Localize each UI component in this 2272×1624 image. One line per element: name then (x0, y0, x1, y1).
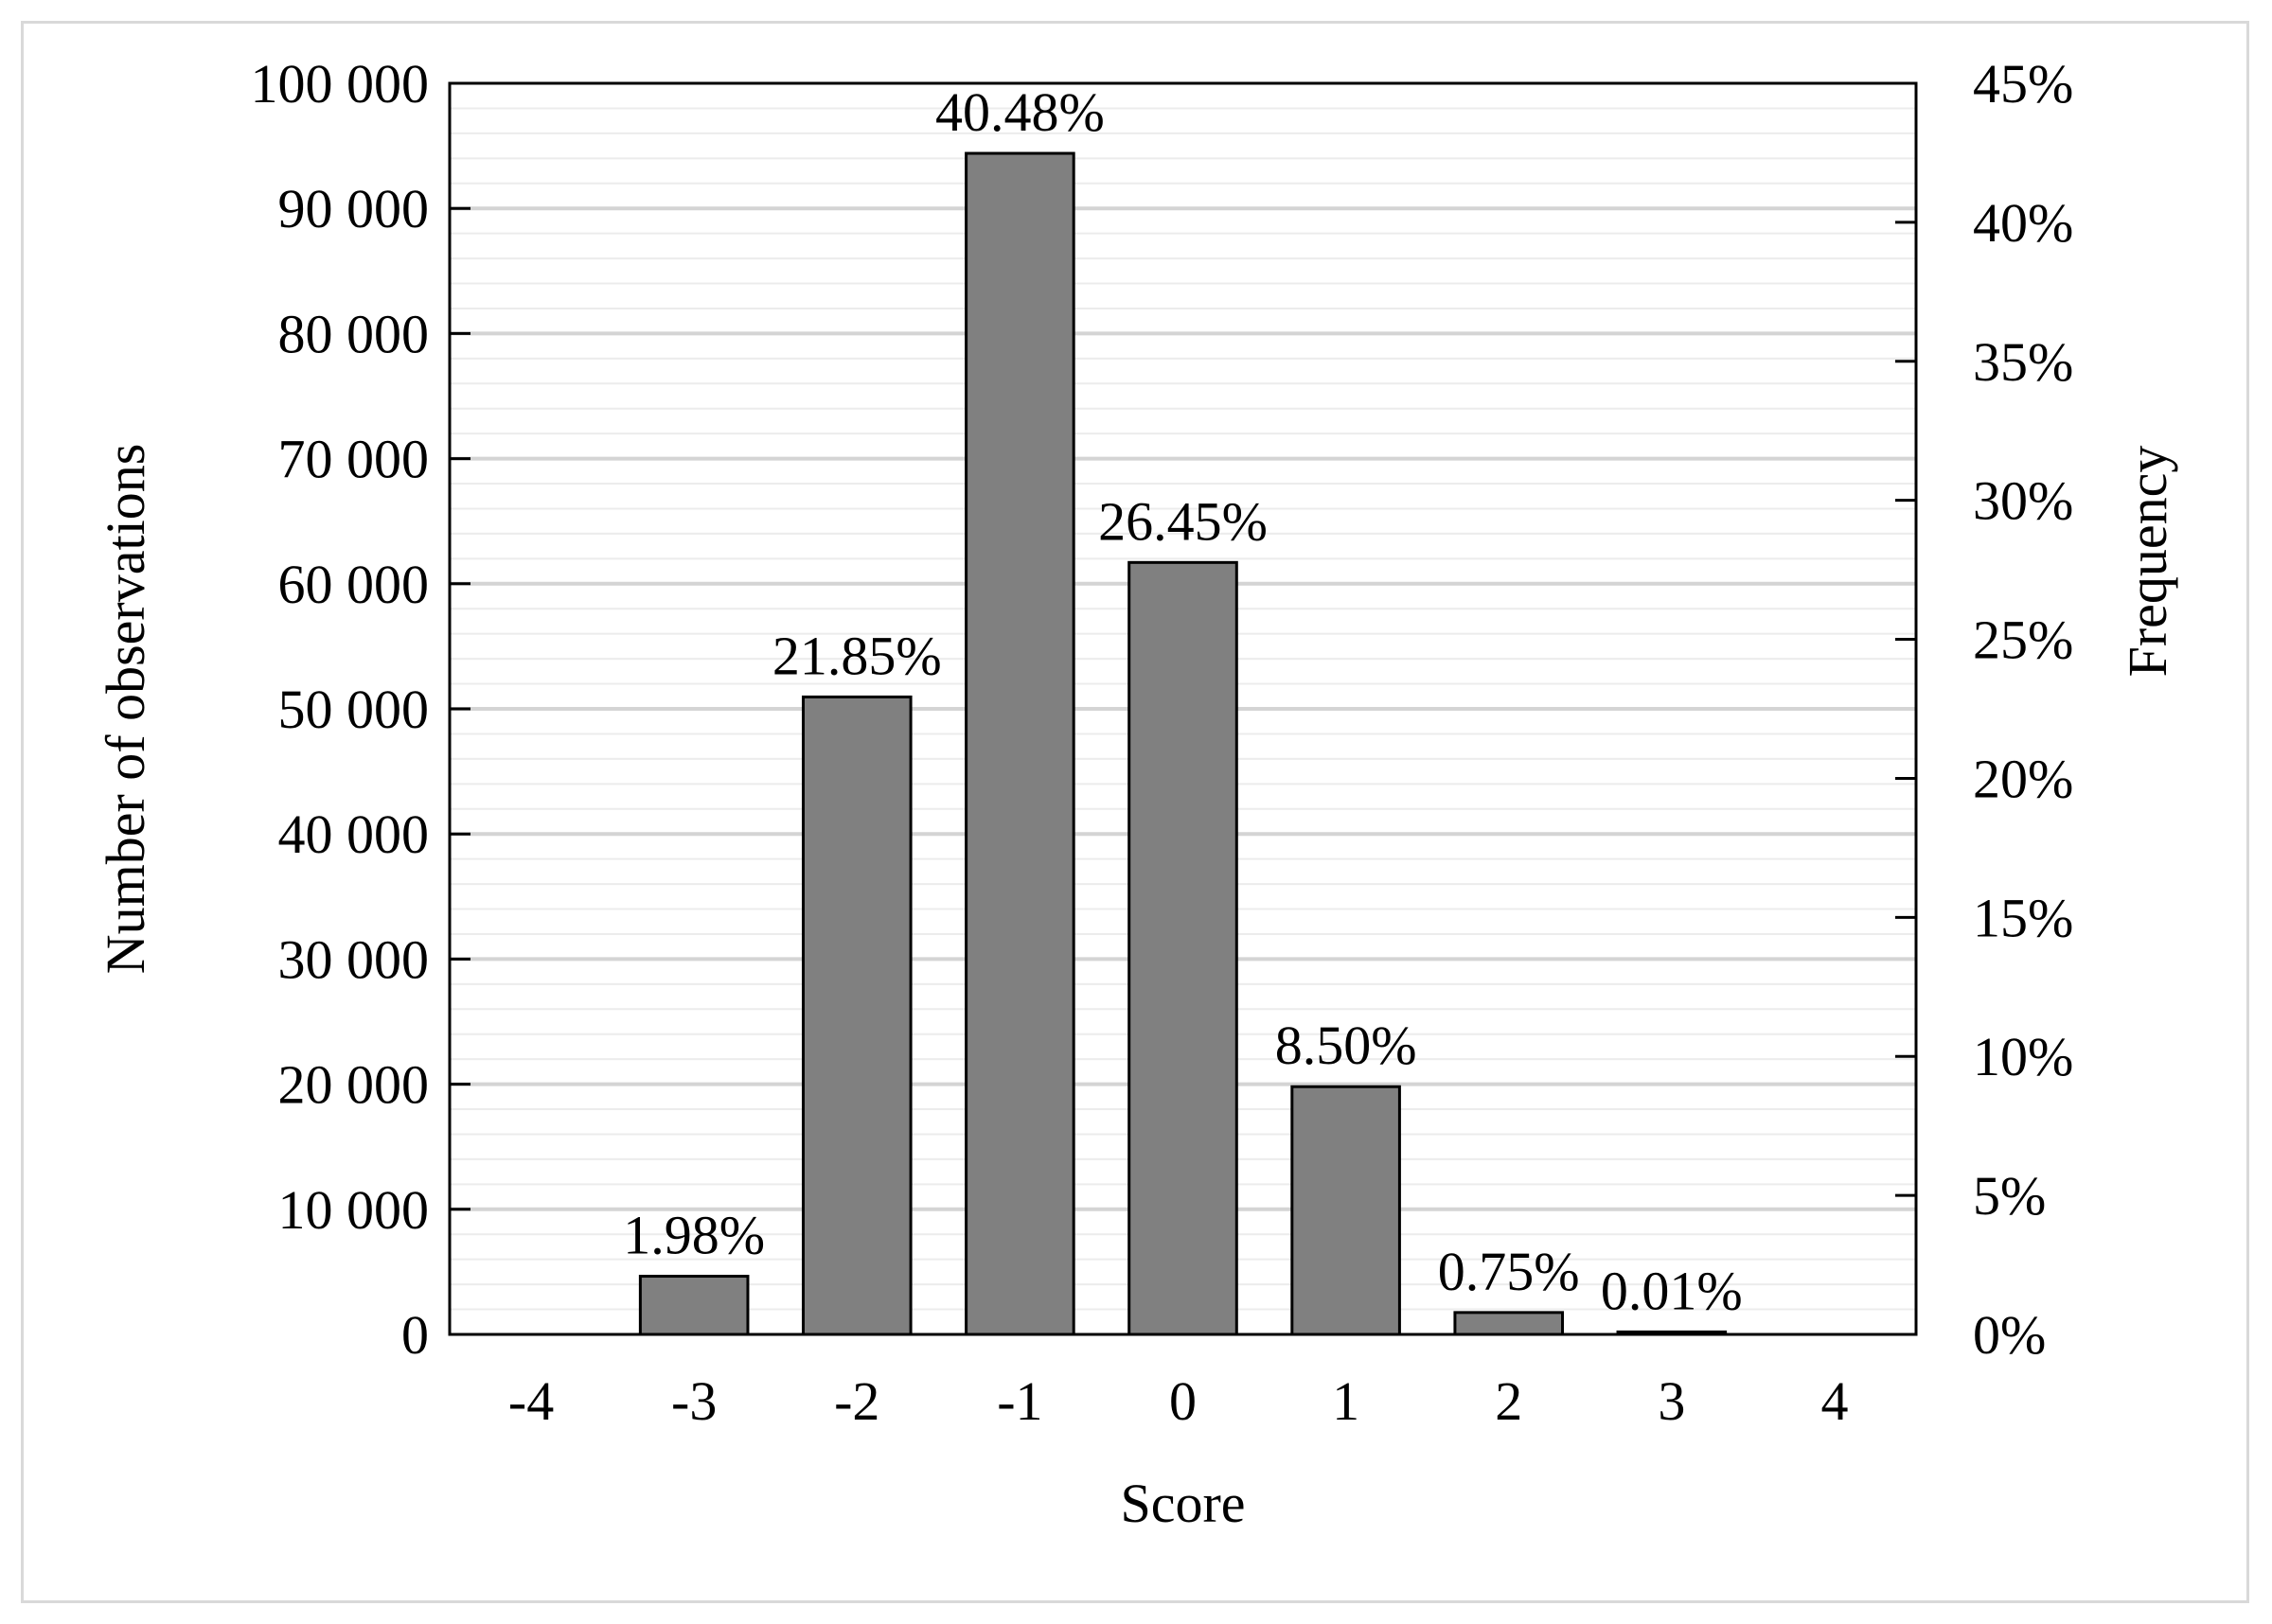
left-tick-label: 0 (401, 1304, 429, 1366)
left-tick-label: 40 000 (278, 803, 430, 865)
bar-0 (1127, 560, 1238, 1336)
left-tick-label: 70 000 (278, 429, 430, 490)
x-tick-label: 3 (1658, 1370, 1685, 1432)
bar-2 (1453, 1311, 1565, 1336)
right-tick-label: 10% (1973, 1026, 2073, 1087)
tick-labels: 0 10 000 20 000 30 000 40 000 50 000 60 000 70 … (251, 53, 2074, 1432)
bar-1 (1290, 1085, 1401, 1336)
x-tick-label: 2 (1495, 1370, 1522, 1432)
left-tick-label: 100 000 (251, 53, 430, 115)
right-tick-label: 40% (1973, 192, 2073, 254)
data-label-1: 8.50% (1275, 1015, 1417, 1076)
right-tick-label: 45% (1973, 53, 2073, 115)
data-label--1: 40.48% (935, 81, 1105, 143)
bar--3 (638, 1275, 750, 1336)
right-tick-label: 20% (1973, 748, 2073, 809)
x-axis-title: Score (1120, 1473, 1245, 1534)
left-tick-label: 20 000 (278, 1054, 430, 1116)
data-label--3: 1.98% (623, 1205, 765, 1266)
data-labels: 1.98% 21.85% 40.48% 26.45% 8.50% 0.75% 0.01% (623, 81, 1742, 1321)
x-tick-label: 0 (1169, 1370, 1197, 1432)
y-axis-left-title: Number of observations (95, 444, 156, 975)
right-tick-label: 5% (1973, 1165, 2046, 1227)
left-tick-label: 80 000 (278, 303, 430, 364)
axis-ticks (450, 81, 1916, 1336)
left-tick-label: 10 000 (278, 1179, 430, 1241)
right-tick-label: 30% (1973, 470, 2073, 532)
right-tick-label: 25% (1973, 609, 2073, 671)
bar--1 (965, 151, 1075, 1336)
left-tick-label: 30 000 (278, 928, 430, 990)
y-axis-right-title: Frequency (2117, 446, 2178, 678)
bars (638, 151, 1728, 1336)
data-label-0: 26.45% (1098, 490, 1268, 552)
data-label-3: 0.01% (1601, 1260, 1743, 1321)
right-tick-label: 35% (1973, 331, 2073, 393)
right-tick-label: 15% (1973, 887, 2073, 948)
data-label--2: 21.85% (772, 625, 942, 686)
x-tick-label: -3 (671, 1370, 717, 1432)
x-tick-label: 1 (1332, 1370, 1359, 1432)
x-tick-label: 4 (1820, 1370, 1848, 1432)
x-tick-label: -2 (834, 1370, 879, 1432)
data-label-2: 0.75% (1438, 1241, 1580, 1302)
x-tick-label: -1 (997, 1370, 1042, 1432)
x-tick-label: -4 (508, 1370, 554, 1432)
right-tick-label: 0% (1973, 1304, 2046, 1366)
left-tick-label: 60 000 (278, 554, 430, 615)
left-tick-label: 50 000 (278, 679, 430, 740)
chart-frame (21, 21, 2249, 1603)
left-tick-label: 90 000 (278, 178, 430, 239)
bar--2 (801, 695, 913, 1336)
